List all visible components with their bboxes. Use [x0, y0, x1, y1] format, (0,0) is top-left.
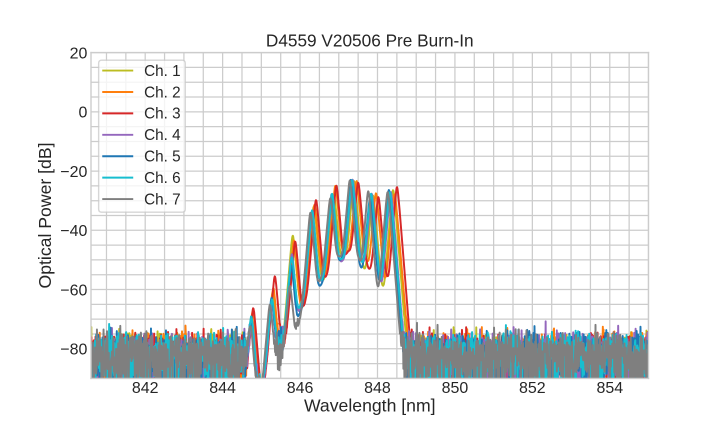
svg-text:Ch. 7: Ch. 7: [144, 191, 181, 208]
svg-text:848: 848: [364, 380, 391, 397]
svg-text:D4559 V20506 Pre Burn-In: D4559 V20506 Pre Burn-In: [266, 30, 474, 50]
svg-text:Ch. 3: Ch. 3: [144, 106, 181, 123]
svg-text:−20: −20: [60, 164, 87, 181]
svg-text:Wavelength [nm]: Wavelength [nm]: [304, 395, 436, 415]
svg-text:Optical Power [dB]: Optical Power [dB]: [35, 143, 55, 289]
svg-text:Ch. 6: Ch. 6: [144, 170, 181, 187]
svg-text:Ch. 2: Ch. 2: [144, 84, 181, 101]
svg-text:844: 844: [209, 380, 236, 397]
svg-text:−40: −40: [60, 223, 87, 240]
svg-text:−80: −80: [60, 342, 87, 359]
svg-text:20: 20: [70, 45, 88, 62]
svg-text:Ch. 4: Ch. 4: [144, 127, 181, 144]
svg-text:−60: −60: [60, 282, 87, 299]
svg-text:850: 850: [442, 380, 469, 397]
svg-text:Ch. 5: Ch. 5: [144, 149, 181, 166]
svg-text:842: 842: [132, 380, 159, 397]
svg-text:846: 846: [287, 380, 314, 397]
svg-text:0: 0: [78, 105, 87, 122]
svg-text:852: 852: [519, 380, 546, 397]
svg-text:854: 854: [596, 380, 623, 397]
svg-text:Ch. 1: Ch. 1: [144, 63, 181, 80]
